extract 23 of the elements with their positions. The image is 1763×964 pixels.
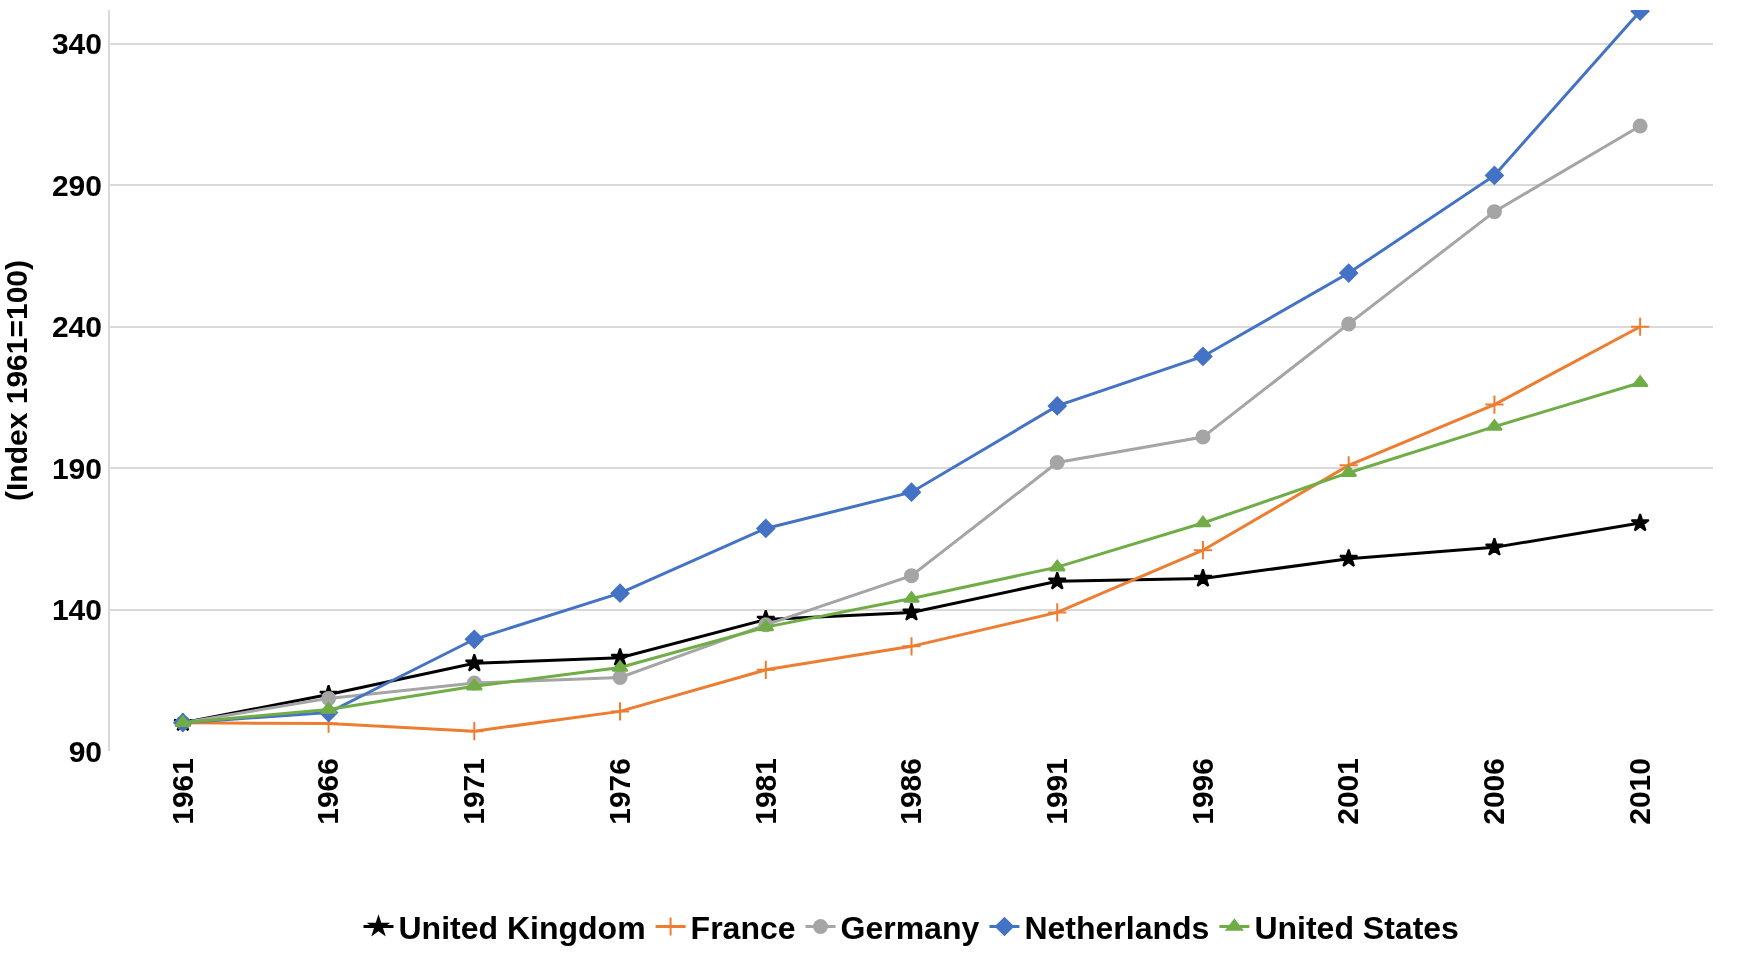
y-tick-label: 290 [51, 168, 102, 202]
x-tick-label: 2006 [1477, 758, 1511, 825]
x-tick-label: 2001 [1331, 758, 1365, 825]
x-tick-label: 1971 [457, 758, 491, 825]
x-tick-label: 1986 [894, 758, 928, 825]
legend-label: United States [1254, 909, 1459, 946]
x-tick-label: 1966 [311, 758, 345, 825]
y-tick-label: 140 [51, 593, 102, 627]
y-tick-label: 190 [51, 451, 102, 485]
y-axis-title: (Index 1961=100) [0, 260, 34, 501]
legend-label: Germany [840, 909, 980, 946]
y-tick-label: 240 [51, 310, 102, 344]
x-tick-label: 1961 [165, 758, 199, 825]
y-tick-label: 340 [51, 27, 102, 61]
x-tick-label: 2010 [1622, 758, 1656, 825]
x-tick-label: 1991 [1039, 758, 1073, 825]
legend-label: Netherlands [1024, 909, 1210, 946]
x-tick-label: 1981 [748, 758, 782, 825]
legend-label: France [690, 909, 796, 946]
legend-label: United Kingdom [398, 909, 646, 946]
y-tick-label: 90 [68, 734, 102, 768]
x-tick-label: 1996 [1185, 758, 1219, 825]
x-tick-label: 1976 [602, 758, 636, 825]
